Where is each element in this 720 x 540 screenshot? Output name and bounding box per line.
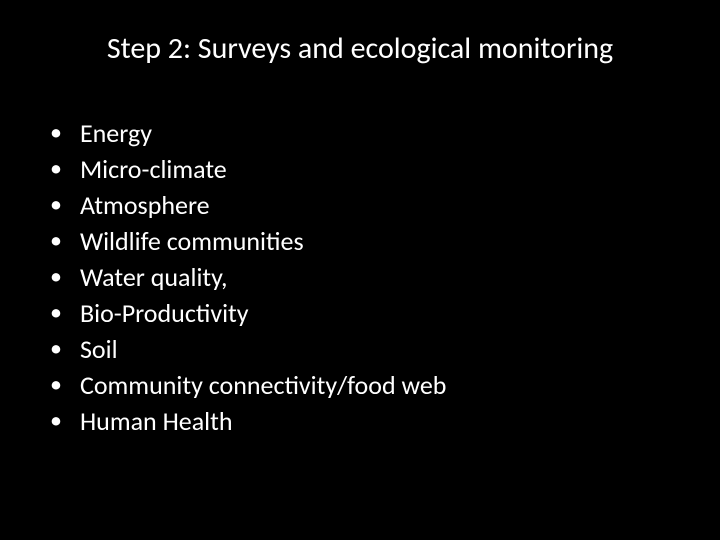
list-item: • Wildlife communities [50,225,680,257]
bullet-icon: • [50,153,62,185]
bullet-icon: • [50,117,62,149]
bullet-text: Micro-climate [80,153,227,185]
bullet-icon: • [50,369,62,401]
bullet-text: Community connectivity/food web [80,369,447,401]
bullet-icon: • [50,333,62,365]
list-item: • Micro-climate [50,153,680,185]
bullet-text: Water quality, [80,261,228,293]
list-item: • Water quality, [50,261,680,293]
bullet-icon: • [50,261,62,293]
bullet-text: Bio-Productivity [80,297,249,329]
list-item: • Atmosphere [50,189,680,221]
bullet-list: • Energy • Micro-climate • Atmosphere • … [40,117,680,437]
list-item: • Human Health [50,405,680,437]
bullet-text: Atmosphere [80,189,210,221]
bullet-icon: • [50,189,62,221]
list-item: • Soil [50,333,680,365]
bullet-icon: • [50,225,62,257]
list-item: • Community connectivity/food web [50,369,680,401]
bullet-icon: • [50,405,62,437]
bullet-text: Energy [80,117,152,149]
slide-container: Step 2: Surveys and ecological monitorin… [0,0,720,540]
list-item: • Bio-Productivity [50,297,680,329]
slide-title: Step 2: Surveys and ecological monitorin… [40,30,680,67]
bullet-icon: • [50,297,62,329]
list-item: • Energy [50,117,680,149]
bullet-text: Human Health [80,405,233,437]
bullet-text: Wildlife communities [80,225,304,257]
bullet-text: Soil [80,333,118,365]
